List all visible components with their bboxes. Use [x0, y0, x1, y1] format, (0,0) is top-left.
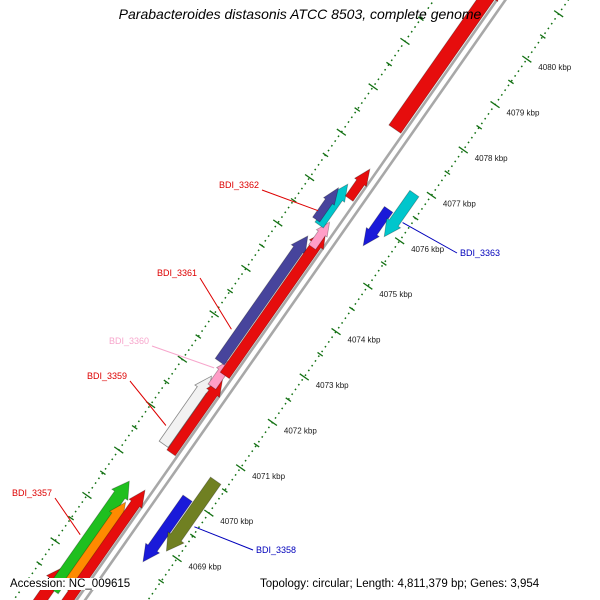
backbone-line [75, 0, 499, 600]
ruler-tick [241, 264, 251, 273]
ruler-tick [267, 418, 278, 427]
gene-label-BDI_3362: BDI_3362 [219, 180, 259, 190]
ruler-tick [131, 424, 138, 430]
ruler-tick [426, 191, 437, 200]
gene-arrow-BDI_3358 [165, 476, 222, 552]
ruler-dotted-ring [147, 0, 570, 600]
ruler-tick [386, 61, 393, 67]
kbp-tick-label: 4080 kbp [538, 63, 571, 72]
gene-arrow-cyan-gene-2 [383, 189, 420, 238]
kbp-tick-label: 4076 kbp [411, 245, 444, 254]
ruler-tick [458, 146, 469, 154]
gene-label-BDI_3361: BDI_3361 [157, 268, 197, 278]
ruler-tick [68, 515, 75, 521]
ruler-tick [99, 470, 106, 476]
ruler-tick [177, 355, 188, 363]
kbp-tick-label: 4073 kbp [316, 381, 349, 390]
kbp-tick-label: 4072 kbp [284, 426, 317, 435]
topology-text: Topology: circular; Length: 4,811,379 bp… [258, 578, 542, 590]
backbone-line [83, 0, 507, 600]
ruler-dotted-ring [12, 0, 435, 600]
ruler-tick [290, 197, 297, 203]
ruler-tick [227, 288, 234, 294]
ruler-tick [209, 310, 220, 318]
gene-arrow-purple-gene-2 [312, 186, 340, 223]
ruler-tick [285, 397, 292, 403]
ruler-tick [272, 219, 283, 227]
gene-arrow-BDI_3363 [362, 205, 394, 247]
gene-arrow-red-gene-top [388, 0, 499, 134]
label-leader-line [129, 380, 167, 426]
label-leader-line [194, 526, 254, 551]
ruler-tick [258, 243, 265, 249]
ruler-tick [235, 464, 246, 472]
kbp-tick-label: 4077 kbp [443, 199, 476, 208]
label-leader-line [402, 222, 458, 254]
accession-text: Accession: NC_009615 [8, 578, 133, 590]
ruler-tick [400, 37, 410, 46]
gene-label-BDI_3358: BDI_3358 [256, 545, 296, 555]
ruler-tick [362, 282, 373, 290]
ruler-tick [163, 379, 170, 385]
gene-arrow-BDI_3359 [158, 375, 212, 449]
ruler-tick [317, 351, 324, 357]
ruler-tick [476, 124, 483, 130]
map-title: Parabacteroides distasonis ATCC 8503, co… [118, 6, 482, 22]
ruler-tick [521, 55, 532, 63]
ruler-tick [304, 173, 315, 182]
ruler-tick [507, 79, 514, 85]
label-leader-line [54, 497, 81, 535]
ruler-tick [221, 488, 228, 493]
kbp-tick-label: 4070 kbp [220, 517, 253, 526]
ruler-tick [195, 334, 202, 339]
kbp-tick-label: 4074 kbp [348, 336, 381, 345]
ruler-tick [158, 578, 165, 584]
gene-arrow-red-gene-2 [166, 378, 224, 457]
gene-arrow-red-gene-3 [219, 230, 327, 380]
gene-arrow-red-gene-4 [344, 168, 371, 202]
ruler-tick [354, 107, 361, 112]
ruler-tick [189, 533, 196, 539]
ruler-tick [299, 373, 310, 381]
gene-label-BDI_3359: BDI_3359 [87, 371, 127, 381]
gene-arrow-blue-gene-1 [142, 494, 193, 563]
ruler-tick [50, 537, 61, 545]
gene-label-BDI_3357: BDI_3357 [12, 488, 52, 498]
ruler-tick [203, 509, 214, 517]
ruler-tick [331, 327, 341, 336]
gene-arrow-red-gene-1 [61, 489, 146, 600]
ruler-tick [336, 128, 347, 136]
ruler-tick [82, 491, 92, 500]
ruler-tick [113, 446, 124, 454]
gene-label-BDI_3360: BDI_3360 [109, 336, 149, 346]
ruler-tick [322, 152, 329, 158]
label-leader-line [199, 277, 232, 330]
ruler-tick [490, 100, 500, 109]
ruler-tick [380, 261, 387, 266]
kbp-tick-label: 4071 kbp [252, 472, 285, 481]
ruler-tick [394, 237, 405, 245]
ruler-tick [412, 215, 419, 221]
ruler-tick [348, 306, 355, 312]
gene-label-BDI_3363: BDI_3363 [460, 248, 500, 258]
ruler-tick [253, 442, 260, 448]
ruler-tick [368, 83, 379, 91]
label-leader-line [261, 189, 319, 212]
kbp-tick-label: 4078 kbp [475, 154, 508, 163]
ruler-tick [417, 16, 424, 22]
kbp-tick-label: 4075 kbp [379, 290, 412, 299]
ruler-tick [36, 561, 43, 566]
ruler-tick [539, 34, 546, 39]
ruler-tick [553, 10, 564, 18]
label-leader-line [151, 345, 215, 369]
kbp-tick-label: 4069 kbp [189, 563, 222, 572]
kbp-tick-label: 4079 kbp [507, 109, 540, 118]
gene-arrow-pink-gene-2 [308, 221, 331, 251]
ruler-tick [444, 170, 451, 176]
gene-arrow-BDI_3361 [214, 235, 309, 366]
ruler-tick [172, 554, 182, 563]
